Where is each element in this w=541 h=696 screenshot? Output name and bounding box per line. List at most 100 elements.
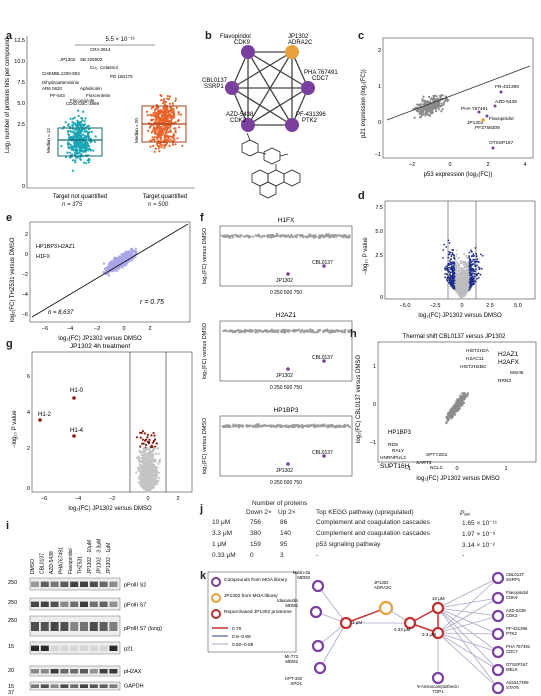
point bbox=[81, 119, 84, 122]
point bbox=[77, 133, 80, 136]
point bbox=[327, 233, 330, 237]
point bbox=[228, 425, 231, 428]
point bbox=[455, 288, 458, 290]
point bbox=[145, 110, 149, 113]
point bbox=[444, 267, 446, 270]
point bbox=[343, 234, 346, 237]
point bbox=[457, 286, 460, 289]
point bbox=[157, 471, 161, 474]
point bbox=[462, 277, 464, 280]
point bbox=[481, 254, 484, 257]
point bbox=[453, 254, 456, 257]
point bbox=[304, 424, 308, 428]
svg-text:CRA 0914: CRA 0914 bbox=[90, 47, 111, 52]
point bbox=[452, 287, 455, 290]
point bbox=[113, 257, 116, 260]
point bbox=[308, 235, 311, 238]
point bbox=[322, 454, 326, 458]
point bbox=[168, 113, 171, 116]
point bbox=[426, 106, 429, 109]
point bbox=[323, 425, 326, 428]
point bbox=[160, 94, 163, 98]
point bbox=[333, 425, 336, 428]
point bbox=[152, 118, 155, 121]
point bbox=[69, 135, 72, 138]
point bbox=[466, 266, 468, 269]
point bbox=[162, 106, 165, 110]
panel-k-node-label: STAT6 bbox=[506, 685, 519, 690]
panel-k-node-label: PHA 767491 bbox=[506, 644, 531, 649]
point bbox=[113, 261, 117, 264]
point bbox=[471, 279, 474, 281]
point bbox=[324, 329, 327, 333]
point bbox=[444, 276, 446, 279]
point bbox=[275, 235, 278, 238]
point bbox=[316, 425, 319, 428]
point bbox=[165, 107, 169, 111]
point bbox=[138, 469, 141, 472]
point bbox=[166, 128, 169, 131]
point bbox=[122, 256, 125, 259]
point bbox=[252, 425, 255, 428]
point bbox=[170, 117, 173, 120]
point bbox=[146, 452, 149, 455]
panel-j-cell: 1.97 × 10⁻⁸ bbox=[462, 531, 496, 538]
point bbox=[280, 331, 283, 334]
point bbox=[261, 234, 264, 237]
point bbox=[455, 268, 458, 271]
point bbox=[151, 475, 155, 478]
point bbox=[309, 424, 312, 427]
point bbox=[464, 288, 467, 291]
point bbox=[478, 268, 481, 271]
point bbox=[240, 330, 243, 333]
point bbox=[141, 482, 144, 485]
point bbox=[170, 114, 173, 117]
point bbox=[107, 272, 110, 275]
point bbox=[142, 474, 145, 477]
point bbox=[466, 269, 469, 271]
point bbox=[328, 425, 331, 428]
panel-k-node-label: CDK9 bbox=[506, 595, 518, 600]
point bbox=[343, 331, 346, 334]
point bbox=[149, 450, 152, 453]
point bbox=[60, 145, 63, 148]
point bbox=[466, 257, 469, 259]
point bbox=[451, 261, 453, 264]
point bbox=[93, 140, 96, 143]
lane-label: JP1302 · 10μM bbox=[87, 540, 93, 574]
panel-d-xlabel: log₂(FC) JP1302 versus DMSO bbox=[418, 313, 502, 319]
point bbox=[143, 485, 146, 488]
point bbox=[476, 258, 479, 261]
point bbox=[172, 108, 175, 111]
panel-f-title: H2AZ1 bbox=[276, 312, 297, 319]
point bbox=[428, 106, 431, 109]
panel-a-n2: n = 500 bbox=[148, 202, 169, 208]
point bbox=[84, 135, 87, 138]
point bbox=[160, 99, 163, 102]
point bbox=[170, 109, 173, 112]
point bbox=[330, 329, 333, 333]
point bbox=[441, 108, 444, 111]
point bbox=[458, 294, 461, 296]
point bbox=[346, 424, 349, 427]
point bbox=[328, 330, 331, 334]
point bbox=[432, 96, 436, 99]
point bbox=[232, 236, 235, 239]
point bbox=[467, 272, 470, 275]
point bbox=[441, 94, 444, 97]
point bbox=[74, 131, 77, 135]
lane-label: JP1302 · 1μM bbox=[106, 543, 112, 574]
point bbox=[267, 234, 270, 238]
panel-k-node-label: AS1517499 bbox=[506, 680, 529, 685]
point bbox=[456, 400, 459, 403]
point bbox=[160, 146, 163, 149]
point bbox=[474, 261, 477, 264]
point bbox=[168, 116, 171, 119]
point bbox=[148, 486, 151, 489]
point bbox=[473, 263, 475, 265]
point bbox=[70, 153, 73, 156]
point bbox=[339, 330, 342, 333]
point bbox=[151, 136, 154, 139]
point bbox=[68, 151, 71, 154]
point bbox=[163, 126, 166, 129]
